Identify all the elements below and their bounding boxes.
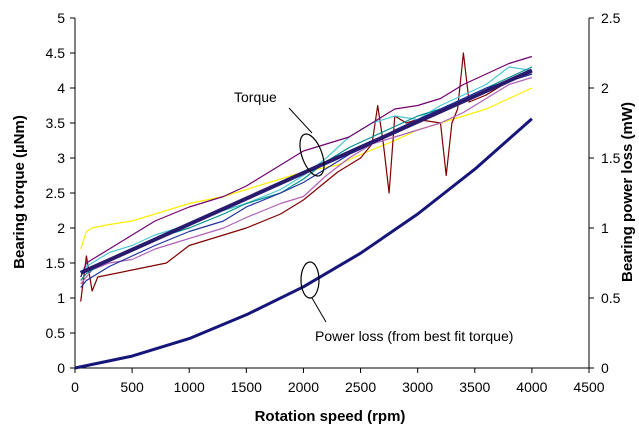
series-line-4 [80,55,533,278]
series-line-1 [80,52,533,302]
torque-annotation-line [288,107,313,134]
y-tick-label: 5 [57,10,65,26]
y2-tick-label: 2.5 [601,10,621,26]
y-axis-title: Bearing torque (µNm) [11,115,28,269]
power-loss-annotation-line [311,297,327,323]
y-tick-label: 3 [57,150,65,166]
power-loss-annotation-ellipse [300,261,320,299]
axes: 0 500 1000 1500 2000 2500 3000 3500 4000 4500 0 0.5… [46,10,621,395]
y-tick-label: 0 [57,360,65,376]
series-group [74,52,533,370]
x-tick-label: 0 [71,379,79,395]
y2-axis-title: Bearing power loss (mW) [619,102,636,282]
x-tick-label: 2000 [288,379,319,395]
y-tick-label: 3.5 [46,115,66,131]
x-axis-title: Rotation speed (rpm) [255,408,406,425]
x-tick-label: 3000 [402,379,433,395]
y-tick-label: 2 [57,220,65,236]
y2-tick-label: 1.5 [601,150,621,166]
x-tick-label: 500 [120,379,144,395]
torque-annotation-ellipse [299,133,325,177]
x-tick-label: 4000 [516,379,547,395]
series-line-2 [80,66,532,278]
y2-tick-label: 1 [601,220,609,236]
x-tick-label: 1500 [231,379,262,395]
x-tick-label: 2500 [345,379,376,395]
y-tick-label: 4 [57,80,65,96]
y2-tick-label: 0 [601,360,609,376]
x-tick-label: 4500 [573,379,604,395]
y-tick-label: 2.5 [46,185,66,201]
series-line-0 [80,87,533,250]
torque-annotation-label: Torque [234,89,277,105]
annotations: Torque Power loss (from best fit torque) [234,89,513,344]
x-tick-label: 1000 [174,379,205,395]
power-loss-annotation-label: Power loss (from best fit torque) [315,328,513,344]
y-tick-label: 1 [57,290,65,306]
series-line-8 [74,117,533,370]
series-line-6 [80,73,533,288]
y-tick-label: 4.5 [46,45,66,61]
y-tick-label: 0.5 [46,325,66,341]
series-line-3 [80,76,533,285]
x-tick-label: 3500 [459,379,490,395]
y2-tick-label: 0.5 [601,290,621,306]
y-tick-label: 1.5 [46,255,66,271]
y2-tick-label: 2 [601,80,609,96]
series-line-7 [79,68,533,275]
